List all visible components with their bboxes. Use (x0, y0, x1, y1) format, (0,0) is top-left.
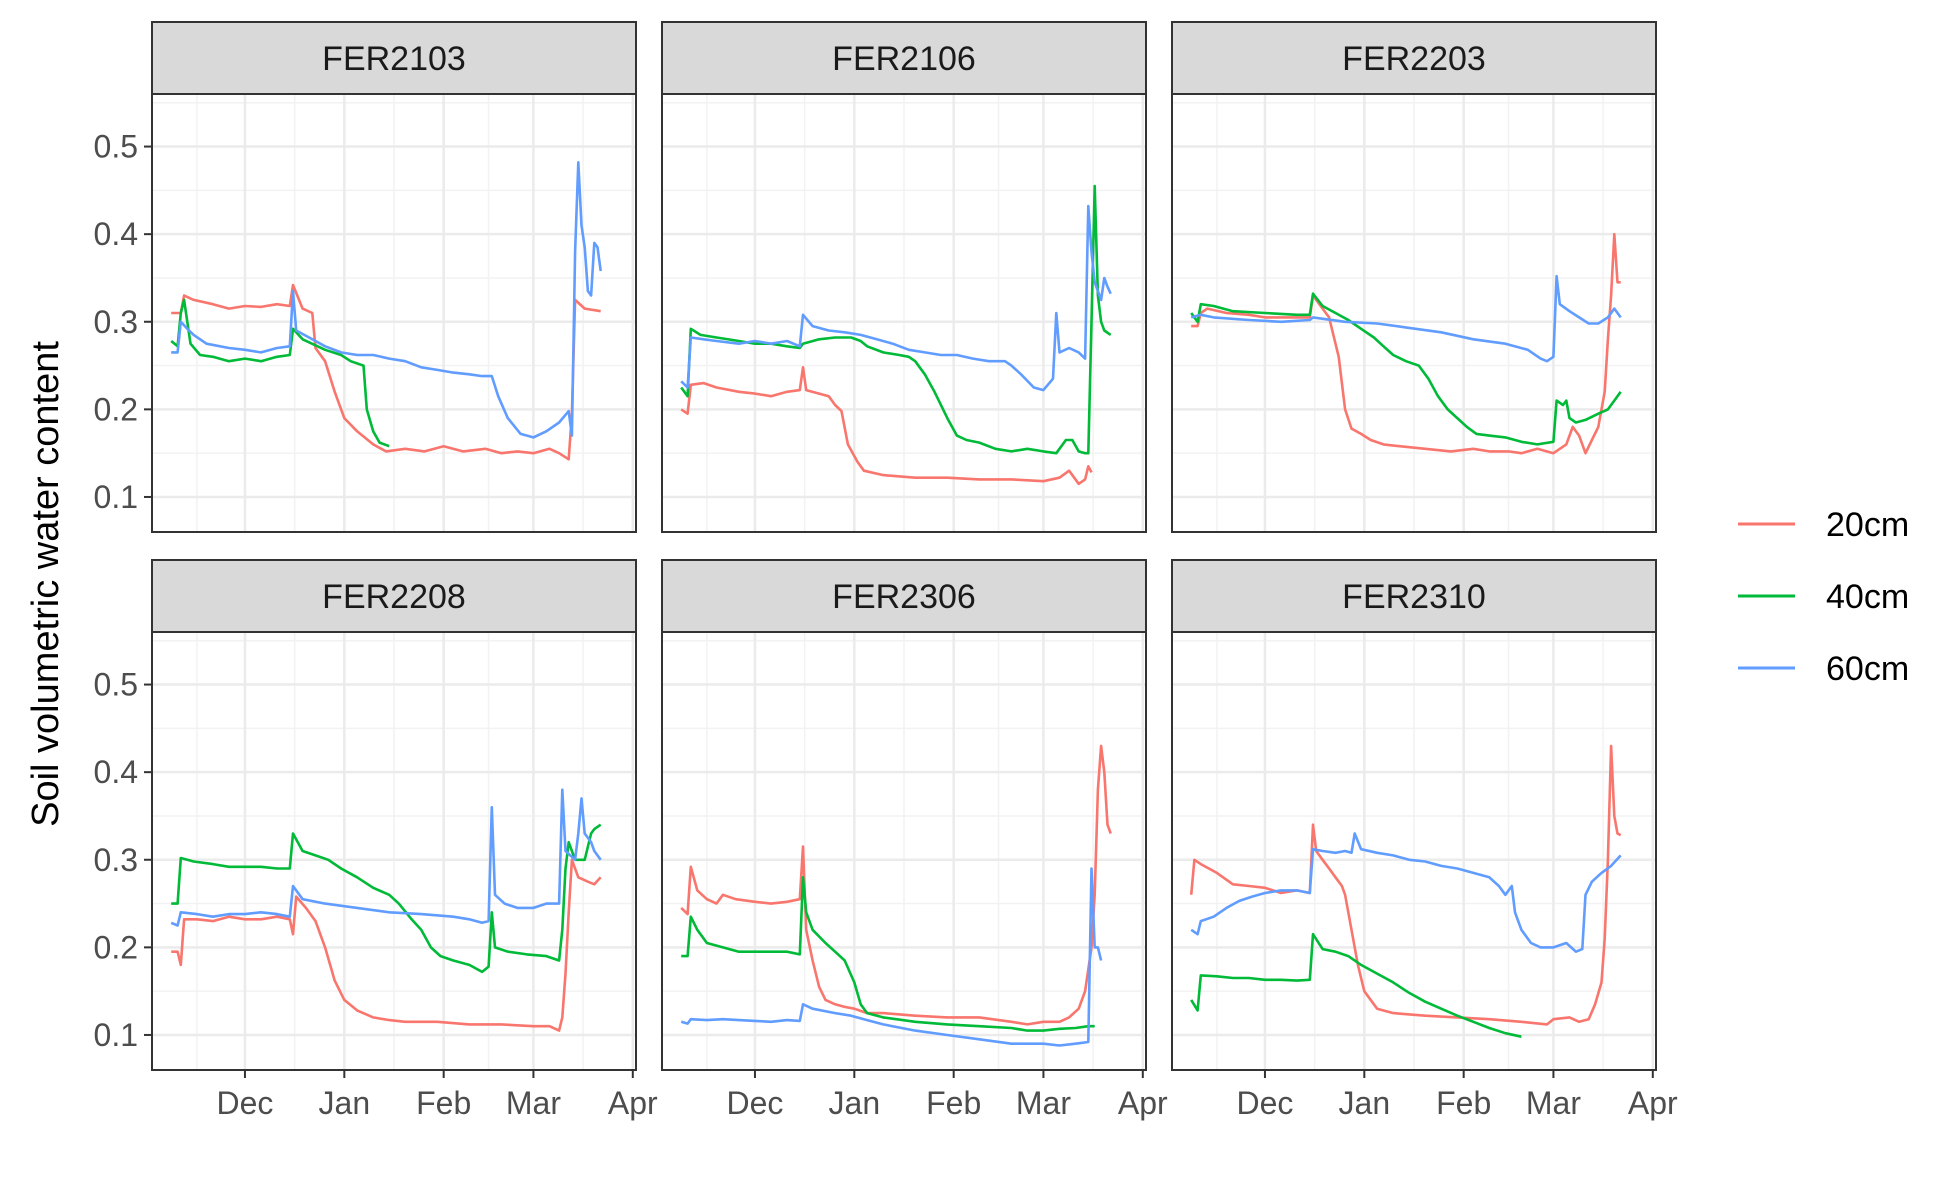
facet-panels: FER2103 0.1 0.2 0.3 0.4 0.5 FER2106 FER2203 FER2… (94, 21, 1678, 1121)
x-tick-label: Dec (727, 1085, 784, 1121)
y-tick-label: 0.4 (94, 216, 138, 252)
series-line-60cm (1190, 832, 1622, 953)
facet-panel: FER2310 Dec Jan Feb Mar Apr (1171, 559, 1678, 1121)
legend-item-40cm: 40cm (1738, 578, 1909, 616)
gridlines (152, 94, 636, 532)
facet-title: FER2203 (1342, 40, 1486, 78)
facet-panel: FER2203 (1171, 21, 1657, 533)
series-line-40cm (681, 876, 1095, 1032)
series-line-20cm (1191, 232, 1621, 455)
series-line-20cm (1189, 744, 1622, 1026)
legend-label: 60cm (1826, 650, 1909, 688)
facet-panel: FER2106 (661, 21, 1147, 533)
y-tick-label: 0.3 (94, 842, 138, 878)
y-tick-label: 0.4 (94, 754, 138, 790)
gridlines (662, 94, 1146, 532)
y-tick-label: 0.2 (94, 929, 138, 965)
facet-strip (1171, 559, 1657, 633)
series-line-20cm (171, 283, 601, 461)
legend-label: 20cm (1826, 506, 1909, 544)
x-tick-label: Jan (829, 1085, 881, 1121)
y-tick-label: 0.1 (94, 479, 138, 515)
y-tick-label: 0.3 (94, 304, 138, 340)
x-tick-label: Feb (1436, 1085, 1491, 1121)
series-lines (680, 744, 1112, 1047)
facet-panel: FER2103 0.1 0.2 0.3 0.4 0.5 (94, 21, 637, 533)
series-line-20cm (680, 366, 1093, 486)
facet-strip (151, 21, 637, 95)
facet-panel: FER2306 Dec Jan Feb Mar Apr (661, 559, 1168, 1121)
y-tick-label: 0.1 (94, 1017, 138, 1053)
series-lines (1190, 232, 1622, 455)
legend-item-20cm: 20cm (1738, 506, 1909, 544)
x-tick-label: Apr (608, 1085, 658, 1121)
panel-border (151, 93, 637, 533)
panel-border (661, 631, 1147, 1071)
series-line-60cm (1190, 274, 1622, 363)
series-lines (170, 161, 602, 461)
y-tick-label: 0.5 (94, 667, 138, 703)
gridlines (1172, 94, 1656, 532)
facet-panel: FER2208 0.1 0.2 0.3 0.4 0.5 Dec Jan Feb Mar Apr (94, 559, 658, 1121)
panel-border (1171, 93, 1657, 533)
series-lines (680, 184, 1112, 486)
panel-border (661, 93, 1147, 533)
x-tick-label: Feb (926, 1085, 981, 1121)
facet-strip (151, 559, 637, 633)
facet-title: FER2208 (322, 578, 466, 616)
facet-title: FER2103 (322, 40, 466, 78)
series-line-40cm (1190, 292, 1622, 446)
x-tick-label: Dec (217, 1085, 274, 1121)
x-tick-label: Apr (1628, 1085, 1678, 1121)
x-tick-label: Apr (1118, 1085, 1168, 1121)
series-line-40cm (171, 823, 602, 974)
legend: 20cm 40cm 60cm (1738, 506, 1909, 688)
series-line-40cm (170, 298, 390, 448)
facet-title: FER2106 (832, 40, 976, 78)
x-tick-label: Dec (1237, 1085, 1294, 1121)
series-line-60cm (680, 867, 1103, 1047)
legend-item-60cm: 60cm (1738, 650, 1909, 688)
panel-border (151, 631, 637, 1071)
gridlines (662, 632, 1146, 1070)
x-tick-label: Mar (1016, 1085, 1071, 1121)
series-line-60cm (680, 204, 1112, 392)
facet-title: FER2306 (832, 578, 976, 616)
panel-border (1171, 631, 1657, 1071)
series-line-40cm (1190, 932, 1522, 1038)
legend-label: 40cm (1826, 578, 1909, 616)
facet-title: FER2310 (1342, 578, 1486, 616)
y-axis-title: Soil volumetric water content (25, 341, 67, 827)
series-line-60cm (171, 161, 602, 439)
x-tick-label: Jan (1339, 1085, 1391, 1121)
series-line-60cm (170, 788, 602, 927)
gridlines (1172, 632, 1656, 1070)
x-tick-label: Feb (416, 1085, 471, 1121)
series-lines (1189, 744, 1622, 1038)
x-tick-label: Mar (1526, 1085, 1581, 1121)
gridlines (152, 632, 636, 1070)
y-tick-label: 0.2 (94, 391, 138, 427)
x-tick-label: Mar (506, 1085, 561, 1121)
y-tick-label: 0.5 (94, 129, 138, 165)
x-tick-label: Jan (319, 1085, 371, 1121)
series-lines (170, 788, 602, 1032)
series-line-20cm (171, 858, 602, 1032)
